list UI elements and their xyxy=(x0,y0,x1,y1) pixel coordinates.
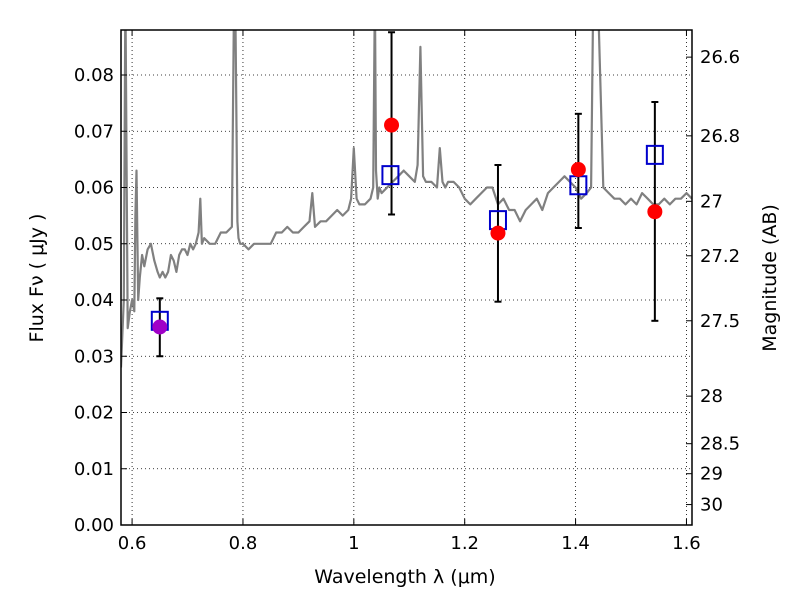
spectrum xyxy=(121,30,692,368)
x-tick-label: 1 xyxy=(348,533,359,554)
right-tick-label: 26.8 xyxy=(700,126,740,147)
circle-marker xyxy=(647,204,663,220)
y-tick-label: 0.01 xyxy=(74,459,114,480)
x-tick-label: 1.6 xyxy=(672,533,701,554)
y-tick-label: 0.05 xyxy=(74,234,114,255)
y-tick-label: 0.04 xyxy=(74,290,114,311)
right-tick-label: 28 xyxy=(700,386,723,407)
circle-marker xyxy=(384,117,400,133)
circle-marker xyxy=(490,225,506,241)
circle-marker xyxy=(570,162,586,177)
x-tick-label: 0.8 xyxy=(229,533,258,554)
square-marker xyxy=(645,144,664,165)
y-tick-label: 0.08 xyxy=(74,65,114,86)
right-tick-label: 30 xyxy=(700,495,723,516)
right-tick-label: 27 xyxy=(700,191,723,212)
right-tick-label: 28.5 xyxy=(700,434,740,455)
right-axis: 26.6 26.8 27 27.2 27.5 28 28.5 29 30 xyxy=(686,47,740,516)
x-axis: 0.6 0.8 1 1.2 1.4 1.6 xyxy=(118,30,701,554)
y-tick-label: 0.02 xyxy=(74,403,114,424)
x-axis-label: Wavelength λ (μm) xyxy=(314,566,495,588)
markers xyxy=(150,117,664,335)
x-tick-label: 0.6 xyxy=(118,533,147,554)
right-tick-label: 26.6 xyxy=(700,47,740,68)
right-tick-label: 29 xyxy=(700,464,723,485)
x-tick-label: 1.4 xyxy=(561,533,590,554)
axes-border xyxy=(120,29,693,526)
circle-marker xyxy=(152,319,168,335)
x-tick-label: 1.2 xyxy=(450,533,479,554)
grid xyxy=(121,30,692,526)
square-marker xyxy=(381,165,400,186)
spectrum-line xyxy=(121,30,692,368)
y-axis: 0.00 0.01 0.02 0.03 0.04 0.05 0.06 0.07 0.08 xyxy=(74,65,127,536)
y-tick-label: 0.00 xyxy=(74,515,114,536)
right-tick-label: 27.5 xyxy=(700,311,740,332)
y-tick-label: 0.03 xyxy=(74,346,114,367)
y-tick-label: 0.07 xyxy=(74,121,114,142)
right-axis-label: Magnitude (AB) xyxy=(759,204,781,352)
y-tick-label: 0.06 xyxy=(74,178,114,199)
y-axis-label: Flux Fν ( μJy ) xyxy=(26,214,48,343)
right-tick-label: 27.2 xyxy=(700,246,740,267)
plot-frame xyxy=(120,29,693,526)
